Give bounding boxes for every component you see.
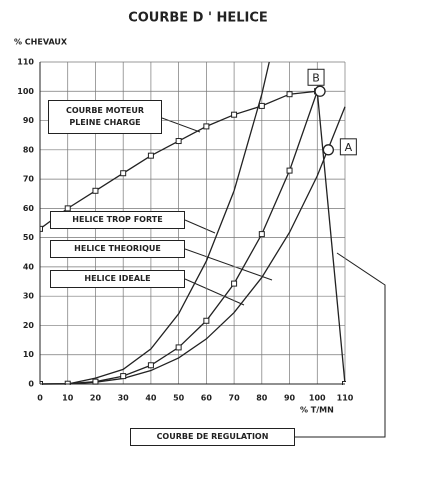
y-tick-label: 0 <box>28 380 34 389</box>
point-label-box <box>339 138 357 156</box>
x-tick-label: 110 <box>337 394 354 403</box>
x-axis-label: % T/MN <box>300 406 334 415</box>
point-label: A <box>345 141 353 154</box>
y-tick-label: 40 <box>23 262 35 271</box>
point <box>92 187 99 194</box>
leaders <box>161 117 386 438</box>
y-tick-label: 90 <box>23 116 35 125</box>
y-tick-label: 10 <box>23 350 35 359</box>
x-tick-label: 10 <box>62 394 74 403</box>
y-tick-label: 30 <box>23 292 35 301</box>
point <box>203 317 210 324</box>
point <box>231 111 238 118</box>
point <box>286 91 293 98</box>
point <box>203 123 210 130</box>
x-tick-label: 0 <box>37 394 43 403</box>
marker-point <box>314 85 326 97</box>
legend-label: HELICE IDEALE <box>50 270 185 288</box>
x-tick-label: 50 <box>173 394 185 403</box>
legend-label: COURBE MOTEUR PLEINE CHARGE <box>48 100 162 134</box>
x-tick-label: 80 <box>256 394 268 403</box>
marker-point <box>322 144 335 156</box>
legend-label: HELICE TROP FORTE <box>50 211 185 229</box>
y-tick-label: 60 <box>23 204 35 213</box>
x-tick-label: 70 <box>229 394 241 403</box>
y-tick-label: 20 <box>23 321 35 330</box>
point <box>231 280 238 287</box>
point-label: B <box>312 71 320 84</box>
legend-label: HELICE THEORIQUE <box>50 240 185 258</box>
x-tick-label: 20 <box>90 394 102 403</box>
point <box>92 378 99 385</box>
point <box>40 225 43 232</box>
point <box>120 170 127 177</box>
legend-label: COURBE DE REGULATION <box>130 428 295 446</box>
chart-title: COURBE D ' HELICE <box>128 11 268 26</box>
x-tick-label: 100 <box>309 394 326 403</box>
y-tick-label: 100 <box>17 87 34 96</box>
x-tick-label: 90 <box>284 394 296 403</box>
y-tick-label: 110 <box>17 58 34 67</box>
y-tick-label: 50 <box>23 233 35 242</box>
point <box>147 362 154 369</box>
y-tick-label: 80 <box>23 145 35 154</box>
series-line <box>316 91 346 385</box>
point <box>175 344 182 351</box>
plot <box>40 62 346 385</box>
point <box>258 102 265 109</box>
point <box>258 231 265 238</box>
point <box>64 205 71 212</box>
x-tick-label: 60 <box>201 394 213 403</box>
point <box>120 373 127 380</box>
x-tick-label: 30 <box>118 394 130 403</box>
y-axis-label: % CHEVAUX <box>14 38 68 47</box>
point <box>175 138 182 145</box>
point-label-box <box>307 68 325 86</box>
point <box>147 152 154 159</box>
y-tick-label: 70 <box>23 175 35 184</box>
series-line <box>40 62 270 385</box>
x-tick-label: 40 <box>145 394 157 403</box>
point <box>286 167 293 174</box>
